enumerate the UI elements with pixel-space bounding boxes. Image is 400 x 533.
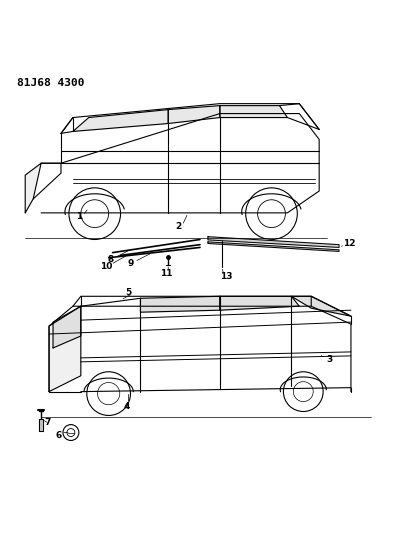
Polygon shape: [208, 237, 339, 247]
Text: 1: 1: [76, 212, 82, 221]
Text: 9: 9: [127, 259, 134, 268]
Polygon shape: [220, 106, 287, 118]
Polygon shape: [25, 163, 41, 213]
Polygon shape: [220, 296, 299, 310]
Polygon shape: [49, 306, 81, 392]
Polygon shape: [39, 419, 43, 431]
Text: 2: 2: [175, 222, 181, 231]
Text: 11: 11: [160, 269, 172, 278]
Polygon shape: [291, 296, 351, 316]
Polygon shape: [73, 110, 168, 132]
Text: 4: 4: [123, 402, 130, 411]
Text: 3: 3: [326, 356, 332, 365]
Text: 81J68 4300: 81J68 4300: [17, 78, 85, 88]
Polygon shape: [140, 296, 220, 312]
Text: 7: 7: [44, 418, 50, 427]
Text: 12: 12: [343, 239, 355, 248]
Text: 13: 13: [220, 272, 232, 281]
Text: 5: 5: [125, 288, 132, 297]
Text: 10: 10: [100, 262, 113, 271]
Polygon shape: [208, 242, 339, 252]
Text: 8: 8: [108, 255, 114, 264]
Text: 6: 6: [56, 431, 62, 440]
Polygon shape: [53, 306, 81, 348]
Polygon shape: [168, 106, 220, 124]
